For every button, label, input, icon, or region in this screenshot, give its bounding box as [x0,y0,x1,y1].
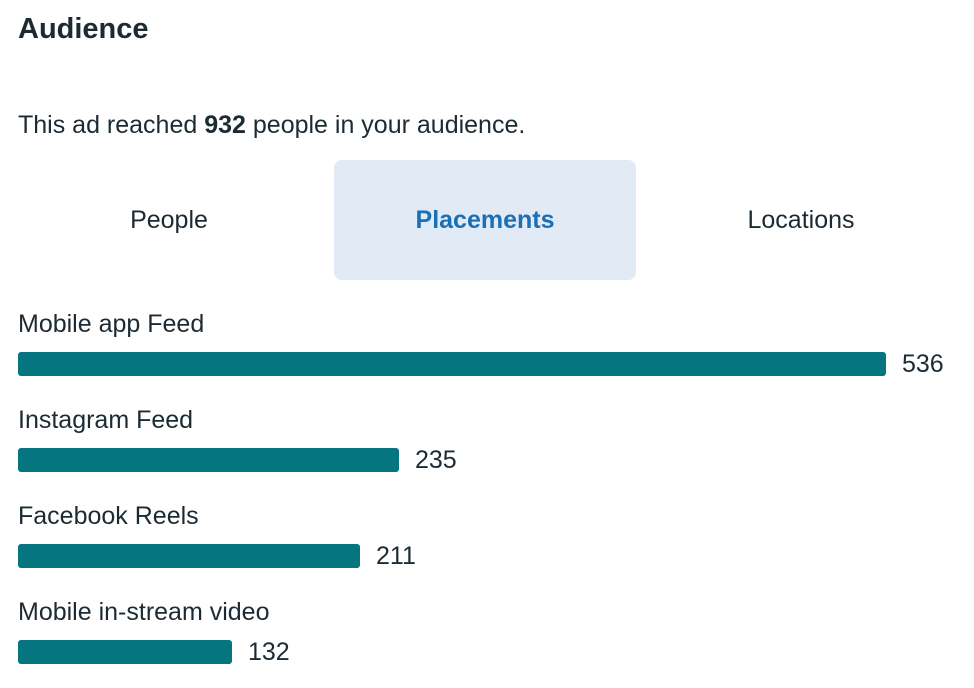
reach-count: 932 [204,111,246,139]
tab-locations[interactable]: Locations [650,160,952,280]
placement-label: Mobile in-stream video [18,598,270,626]
section-title: Audience [18,13,149,45]
placement-bar [18,640,232,664]
placement-label: Instagram Feed [18,406,194,434]
placements-bar-list: Mobile app Feed 536 Instagram Feed 235 F… [18,304,958,688]
tab-placements[interactable]: Placements [334,160,636,280]
placement-row: Facebook Reels 211 [18,496,958,592]
placement-row: Mobile app Feed 536 [18,304,958,400]
placement-bar-track: 211 [18,542,416,570]
placement-bar-track: 132 [18,638,290,666]
placement-bar-track: 536 [18,350,944,378]
placement-label: Mobile app Feed [18,310,205,338]
placement-label: Facebook Reels [18,502,199,530]
placement-row: Mobile in-stream video 132 [18,592,958,688]
placement-value: 536 [902,350,944,378]
placement-value: 211 [376,542,416,570]
tab-label: Locations [747,205,855,234]
placement-bar-track: 235 [18,446,457,474]
summary-prefix: This ad reached [18,111,205,139]
placement-bar [18,544,360,568]
placement-bar [18,448,399,472]
tab-people[interactable]: People [18,160,320,280]
placement-bar [18,352,886,376]
placement-value: 235 [415,446,457,474]
placement-value: 132 [248,638,290,666]
tab-label: Placements [415,205,555,234]
audience-tabs: People Placements Locations [18,160,954,280]
tab-label: People [130,205,208,234]
summary-suffix: people in your audience. [245,111,526,139]
placement-row: Instagram Feed 235 [18,400,958,496]
reach-summary: This ad reached 932 people in your audie… [18,108,525,142]
